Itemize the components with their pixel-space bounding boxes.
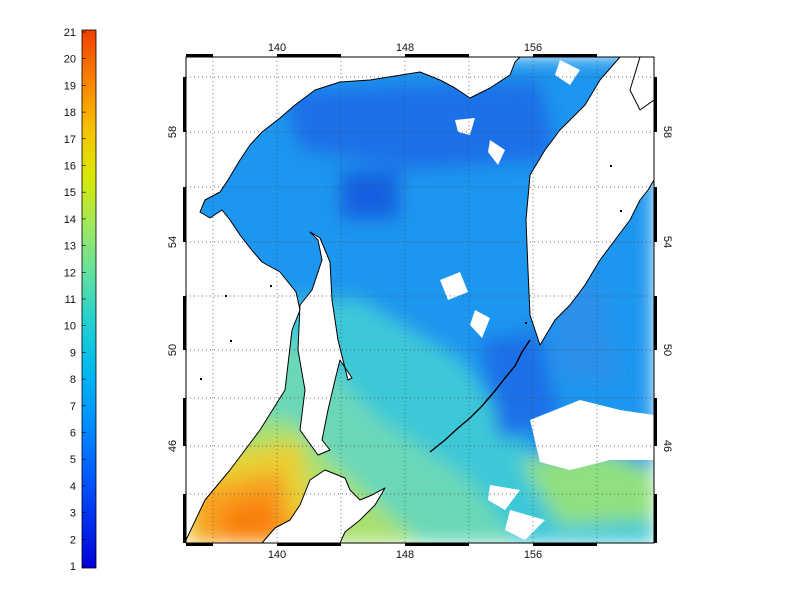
colorbar-tick-label: 9: [70, 347, 76, 359]
colorbar-tick-label: 13: [64, 241, 76, 253]
colorbar-tick-label: 11: [65, 294, 76, 306]
map-border-bars: [183, 54, 657, 546]
lat-label-left: 46: [167, 440, 179, 452]
asian-mainland: [186, 57, 521, 541]
colorbar-tick-label: 18: [64, 107, 76, 119]
kamchatka-peninsula: [525, 57, 654, 346]
colorbar-tick-label: 17: [64, 134, 76, 146]
colorbar-tick-label: 21: [64, 27, 76, 39]
colorbar-tick-label: 7: [70, 401, 76, 413]
lat-label-right: 46: [661, 440, 673, 452]
lon-label-bottom: 148: [396, 549, 414, 561]
lon-label-top: 140: [268, 42, 286, 54]
lon-label-bottom: 156: [524, 549, 542, 561]
lat-label-right: 54: [661, 236, 673, 248]
colorbar-tick-label: 15: [64, 187, 76, 199]
colorbar-tick-label: 3: [70, 508, 76, 520]
colorbar-tick-label: 14: [64, 214, 76, 226]
colorbar-tick-label: 8: [70, 374, 76, 386]
lon-label-top: 156: [524, 42, 542, 54]
colorbar-tick-label: 16: [64, 161, 76, 173]
lat-label-left: 58: [167, 126, 179, 138]
lon-label-bottom: 140: [268, 549, 286, 561]
colorbar-tick-label: 12: [64, 267, 76, 279]
lat-label-right: 50: [661, 344, 673, 356]
hokkaido-island: [261, 469, 386, 543]
colorbar-tick-label: 19: [64, 80, 76, 92]
lon-label-top: 148: [396, 42, 414, 54]
lat-label-right: 58: [661, 126, 673, 138]
colorbar-tick-label: 5: [70, 454, 76, 466]
graticule: [186, 57, 654, 543]
lat-label-left: 50: [167, 344, 179, 356]
colorbar-tick-label: 4: [70, 481, 76, 493]
sst-map: 140 148 156 140 148 156 58 54 50 46 58 54 50 46: [167, 42, 673, 561]
kuril-islands: [429, 339, 531, 453]
lat-label-left: 54: [167, 236, 179, 248]
coast-islet: [629, 57, 654, 111]
colorbar-tick-label: 2: [70, 534, 76, 546]
no-data-patches: [440, 60, 654, 540]
colorbar-tick-label: 20: [64, 54, 76, 66]
colorbar-tick-label: 1: [70, 561, 76, 573]
colorbar-tick-label: 6: [70, 428, 76, 440]
colorbar-tick-label: 10: [64, 321, 76, 333]
land: [186, 57, 654, 543]
sakhalin-island: [297, 231, 353, 456]
